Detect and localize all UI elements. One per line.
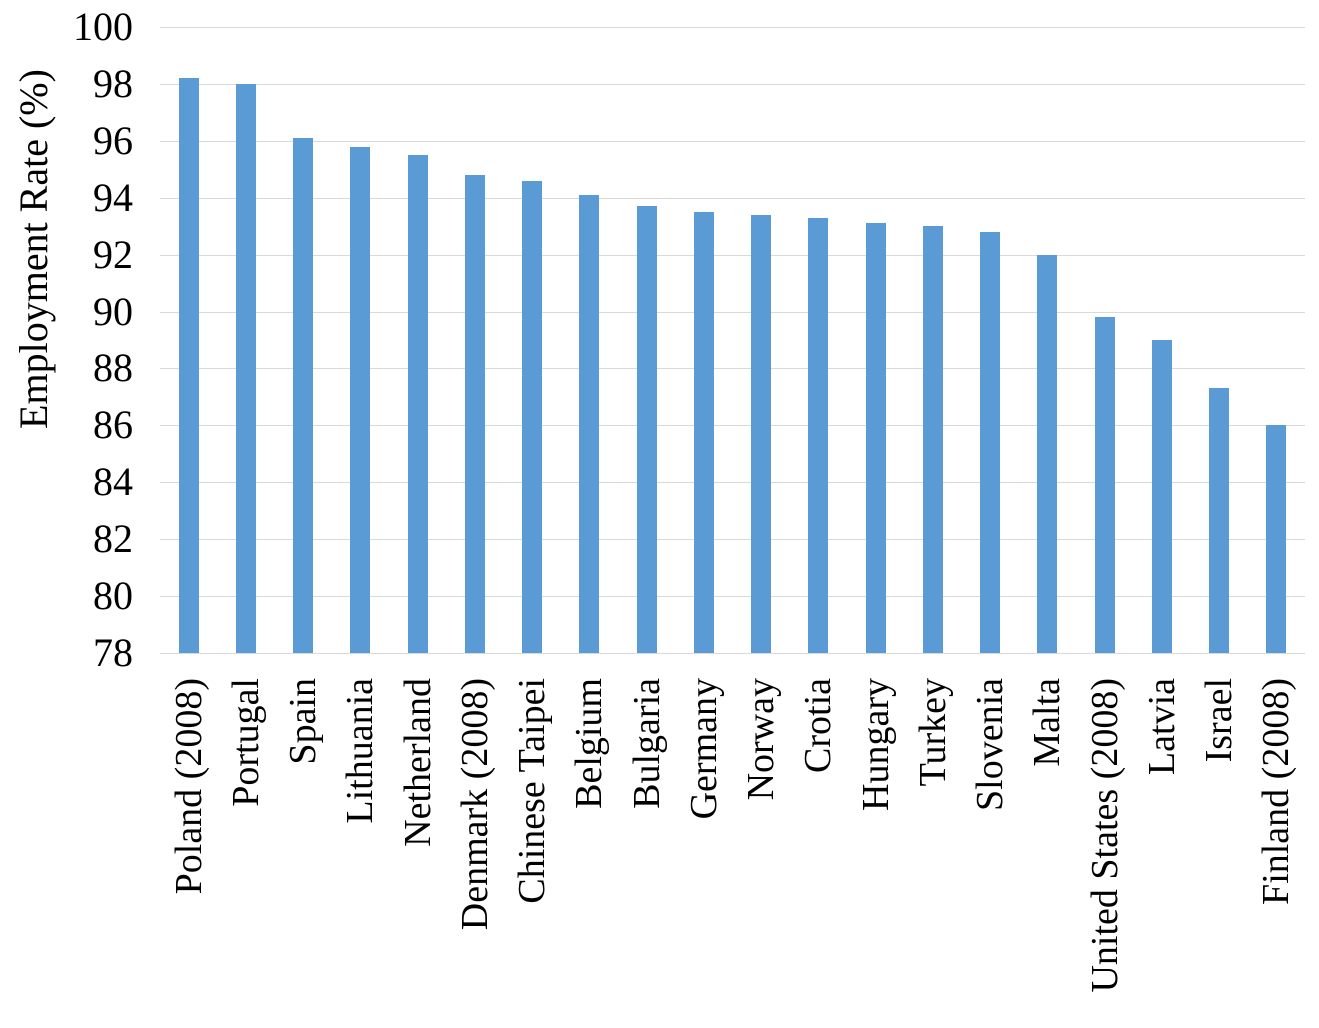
bar <box>1266 425 1287 653</box>
y-axis-tick-label: 100 <box>73 4 133 49</box>
gridline <box>160 596 1305 598</box>
bar <box>1037 254 1058 653</box>
x-axis-category-label: Finland (2008) <box>1255 678 1298 905</box>
gridline <box>160 539 1305 541</box>
gridline <box>160 140 1305 142</box>
gridline <box>160 197 1305 199</box>
gridline <box>160 482 1305 484</box>
x-axis-category-label: Spain <box>282 678 325 765</box>
y-axis-tick-label: 78 <box>93 630 133 675</box>
bar <box>407 155 428 653</box>
x-axis-category-label: Chinese Taipei <box>511 678 554 904</box>
bar <box>522 180 543 653</box>
x-axis-category-label: Denmark (2008) <box>453 678 496 931</box>
y-axis-tick-label: 88 <box>93 345 133 391</box>
bar <box>808 217 829 653</box>
x-axis-category-label: Hungary <box>854 678 897 811</box>
bar <box>464 174 485 653</box>
bar <box>865 223 886 653</box>
gridline <box>160 368 1305 370</box>
y-axis-tick-label: 82 <box>93 516 133 562</box>
x-axis-category-label: Latvia <box>1140 678 1183 776</box>
x-axis-category-label: Norway <box>740 678 783 801</box>
plot-area <box>160 27 1305 654</box>
bar <box>1151 340 1172 653</box>
gridline <box>160 653 1305 654</box>
x-axis-category-label: Belgium <box>568 678 611 809</box>
bar <box>293 137 314 653</box>
gridline <box>160 425 1305 427</box>
y-axis-tick-label: 80 <box>93 573 133 619</box>
y-axis-tick-label: 86 <box>93 402 133 448</box>
bar <box>636 206 657 653</box>
x-axis-category-label: Lithuania <box>339 678 382 824</box>
x-axis-category-label: Turkey <box>911 678 954 787</box>
bar <box>1094 317 1115 653</box>
gridline <box>160 254 1305 256</box>
x-axis-category-label: Malta <box>1026 678 1069 767</box>
y-axis-tick-label: 92 <box>93 231 133 277</box>
bar <box>922 226 943 653</box>
x-axis-category-label: United States (2008) <box>1083 678 1126 993</box>
x-axis-category-label: Portugal <box>224 678 267 807</box>
y-axis-tick-label: 96 <box>93 117 133 163</box>
bar <box>350 146 371 653</box>
x-axis-category-label: Crotia <box>797 678 840 773</box>
bar <box>579 194 600 653</box>
y-axis-tick-label: 94 <box>93 174 133 220</box>
gridline <box>160 311 1305 313</box>
gridline <box>160 83 1305 85</box>
x-axis-category-label: Germany <box>682 678 725 820</box>
gridline <box>160 27 1305 28</box>
x-axis-category-label: Bulgaria <box>625 678 668 809</box>
bar <box>693 211 714 653</box>
bar <box>235 83 256 653</box>
x-axis-category-label: Poland (2008) <box>167 678 210 895</box>
bar <box>980 231 1001 653</box>
y-axis-tick-label: 98 <box>93 60 133 106</box>
bar <box>178 78 199 653</box>
bar <box>751 214 772 653</box>
y-axis-tick-label: 84 <box>93 459 133 505</box>
x-axis-category-label: Netherland <box>396 678 439 847</box>
x-axis-category-label: Israel <box>1198 678 1241 763</box>
bar <box>1209 388 1230 653</box>
x-axis-category-label: Slovenia <box>969 678 1012 811</box>
y-axis-tick-label: 90 <box>93 288 133 334</box>
